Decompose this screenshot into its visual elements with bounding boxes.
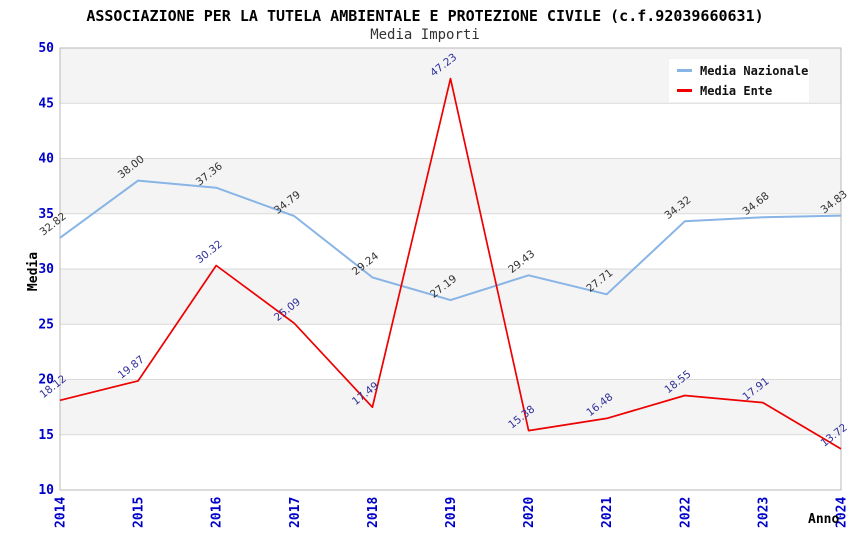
x-axis-title: Anno [808,512,840,527]
y-tick-label: 10 [38,483,54,498]
legend-swatch-nazionale-icon [677,69,692,72]
chart-title: ASSOCIAZIONE PER LA TUTELA AMBIENTALE E … [86,7,764,25]
y-tick-label: 35 [38,207,54,222]
x-tick-label: 2015 [132,497,147,528]
chart-subtitle: Media Importi [370,27,480,43]
grid-band [60,269,841,325]
x-tick-label: 2023 [756,497,771,528]
x-tick-label: 2016 [210,497,225,528]
point-label: 19.87 [116,354,147,382]
grid-band [60,158,841,214]
y-axis-title: Media [26,251,42,292]
series-line-media-nazionale [59,179,842,302]
y-tick-label: 30 [38,262,54,277]
y-tick-label: 20 [38,373,54,388]
y-tick-label: 25 [38,317,54,332]
x-tick-label: 2014 [54,497,69,528]
x-tick-label: 2021 [600,497,615,528]
legend-item-media-ente: Media Ente [677,84,809,98]
x-tick-label: 2017 [288,497,303,528]
point-label: 30.32 [194,238,225,266]
y-tick-label: 45 [38,96,54,111]
y-tick-label: 50 [38,41,54,56]
y-tick-label: 40 [38,152,54,167]
series-line-media-ente [59,77,842,450]
legend: Media Nazionale Media Ente [668,58,810,103]
plot-frame [59,47,842,491]
y-tick-label: 15 [38,428,54,443]
x-tick-label: 2019 [444,497,459,528]
grid-band [60,379,841,435]
legend-label-nazionale: Media Nazionale [700,63,809,78]
legend-item-media-nazionale: Media Nazionale [677,64,809,78]
legend-label-ente: Media Ente [700,83,773,98]
x-tick-label: 2020 [522,497,537,528]
legend-swatch-ente-icon [677,89,692,92]
x-tick-label: 2018 [366,497,381,528]
x-tick-label: 2024 [835,497,850,528]
x-tick-label: 2022 [678,497,693,528]
